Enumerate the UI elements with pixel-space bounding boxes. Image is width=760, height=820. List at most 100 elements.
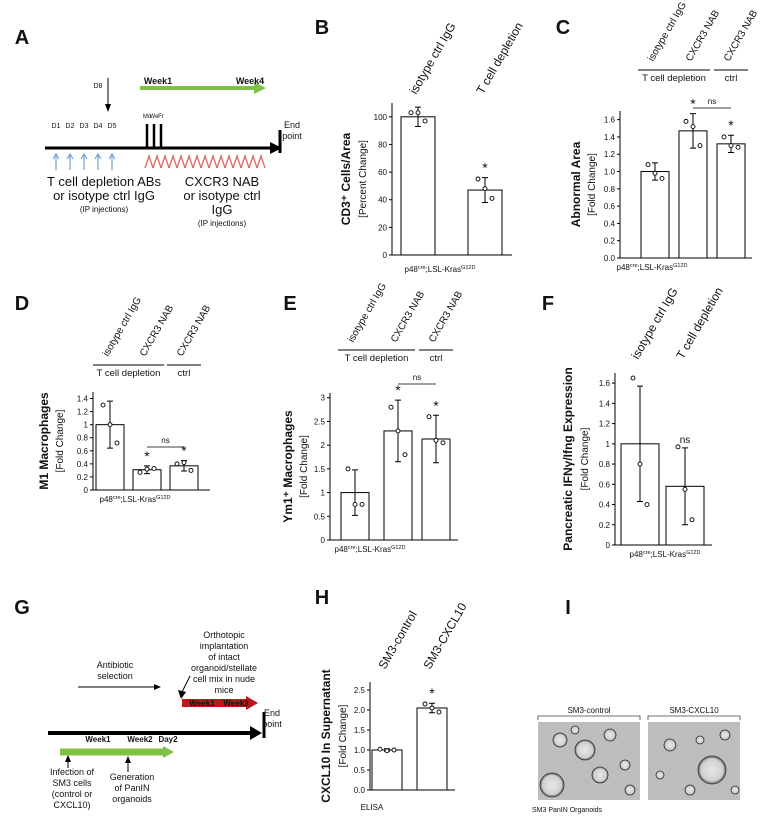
label: (IP injections)	[80, 205, 129, 214]
footer-part: ;LSL-Kras	[638, 263, 674, 272]
label: cell mix in nude	[193, 674, 255, 684]
category-label: CXCR3 NAB	[722, 8, 760, 63]
arrow-head	[125, 756, 131, 763]
y-tick-label: 3	[321, 394, 326, 403]
footer-part: G12D	[391, 545, 405, 551]
arrow-head	[250, 726, 262, 740]
data-point	[637, 461, 643, 467]
arrow-head	[178, 690, 186, 699]
nab-injection	[152, 153, 162, 169]
data-point	[482, 186, 488, 192]
label: End	[284, 120, 300, 130]
y-tick-label: 1.4	[599, 399, 611, 408]
nab-injection	[240, 153, 250, 169]
implant-arrow	[181, 675, 191, 693]
nab-injection	[200, 153, 210, 169]
data-point	[395, 428, 401, 434]
footer: p48cre;LSL-KrasG12D	[335, 545, 406, 554]
organoid	[574, 739, 596, 761]
y-tick-label: 1	[321, 489, 326, 498]
footer-part: p48	[335, 545, 349, 554]
data-point	[181, 460, 187, 466]
label: or isotype ctrl IgG	[53, 188, 155, 203]
y-tick-label: 0.4	[599, 501, 611, 510]
label: organoid/stellate	[191, 663, 257, 673]
label: or isotype ctrl	[183, 188, 260, 203]
y-tick-label: 0	[84, 486, 89, 495]
arrow-head	[246, 696, 258, 710]
footer-part: ELISA	[361, 803, 384, 812]
y-tick-label: 100	[374, 113, 388, 122]
data-point	[426, 414, 432, 420]
data-point	[440, 440, 446, 446]
y-tick-label: 1.4	[77, 395, 89, 404]
y-tick-label: 1.5	[314, 465, 326, 474]
y-tick-label: 40	[378, 196, 387, 205]
data-point	[422, 118, 428, 124]
y-tick-label: 20	[378, 223, 387, 232]
category-label: CXCR3 NAB	[138, 303, 176, 358]
data-point	[683, 118, 689, 124]
footer: ELISA	[361, 803, 384, 812]
label: point	[262, 719, 282, 729]
label: of PanIN	[114, 783, 149, 793]
y-axis-title: CD3⁺ Cells/Area	[339, 132, 353, 225]
y-tick-label: 0.5	[314, 512, 326, 521]
label: T cell depletion ABs	[47, 174, 161, 189]
data-point	[675, 444, 681, 450]
data-point	[107, 422, 113, 428]
y-tick-label: 0.6	[604, 202, 616, 211]
data-point	[151, 465, 157, 471]
label: Antibiotic	[97, 660, 134, 670]
bar	[383, 430, 413, 541]
label: implantation	[200, 641, 249, 651]
bar	[678, 130, 708, 259]
label: CXCL10)	[53, 800, 90, 810]
panel-letter: A	[15, 27, 29, 49]
y-tick-label: 1.0	[354, 746, 366, 755]
label: Infection of	[50, 767, 95, 777]
panel-letter: H	[315, 587, 329, 609]
data-point	[645, 162, 651, 168]
nab-injection	[208, 153, 218, 169]
group-label: ctrl	[430, 353, 443, 364]
category-label: CXCR3 NAB	[389, 289, 427, 344]
image-caption: SM3 PanIN Organoids	[532, 807, 603, 814]
footer-part: p48	[630, 550, 644, 559]
data-point	[359, 501, 365, 507]
label: point	[282, 131, 302, 141]
injection-arrow-head	[52, 152, 60, 160]
significance-label: *	[429, 685, 435, 701]
arrow-head	[163, 746, 174, 758]
data-point	[377, 746, 383, 752]
y-tick-label: 2.0	[354, 706, 366, 715]
y-tick-label: 1	[84, 421, 89, 430]
nab-injection	[232, 153, 242, 169]
injection-arrow-head	[108, 152, 116, 160]
label: Day2	[158, 735, 178, 744]
footer-part: cre	[630, 263, 638, 269]
category-label: SM3-control	[375, 608, 419, 671]
group-label: ctrl	[178, 368, 191, 379]
footer-part: p48	[617, 263, 631, 272]
y-axis-subtitle: [Fold Change]	[587, 153, 598, 216]
footer-part: cre	[348, 545, 356, 551]
data-point	[422, 701, 428, 707]
data-point	[475, 176, 481, 182]
image-label: SM3-control	[567, 706, 610, 715]
footer-part: p48	[405, 265, 419, 274]
error-bar	[682, 447, 688, 526]
label: D3	[80, 123, 89, 130]
panel-letter: I	[565, 597, 571, 619]
error-bar	[690, 113, 696, 149]
y-axis-subtitle: [Fold Change]	[580, 427, 591, 490]
bar	[416, 707, 448, 791]
label: Fr	[158, 114, 164, 120]
y-tick-label: 0.2	[77, 473, 89, 482]
category-label: CXCR3 NAB	[175, 303, 213, 358]
category-label: isotype ctrl IgG	[346, 281, 389, 344]
group-label: T cell depletion	[345, 353, 409, 364]
y-tick-label: 1.0	[604, 168, 616, 177]
nab-injection	[160, 153, 170, 169]
bar	[371, 749, 403, 791]
